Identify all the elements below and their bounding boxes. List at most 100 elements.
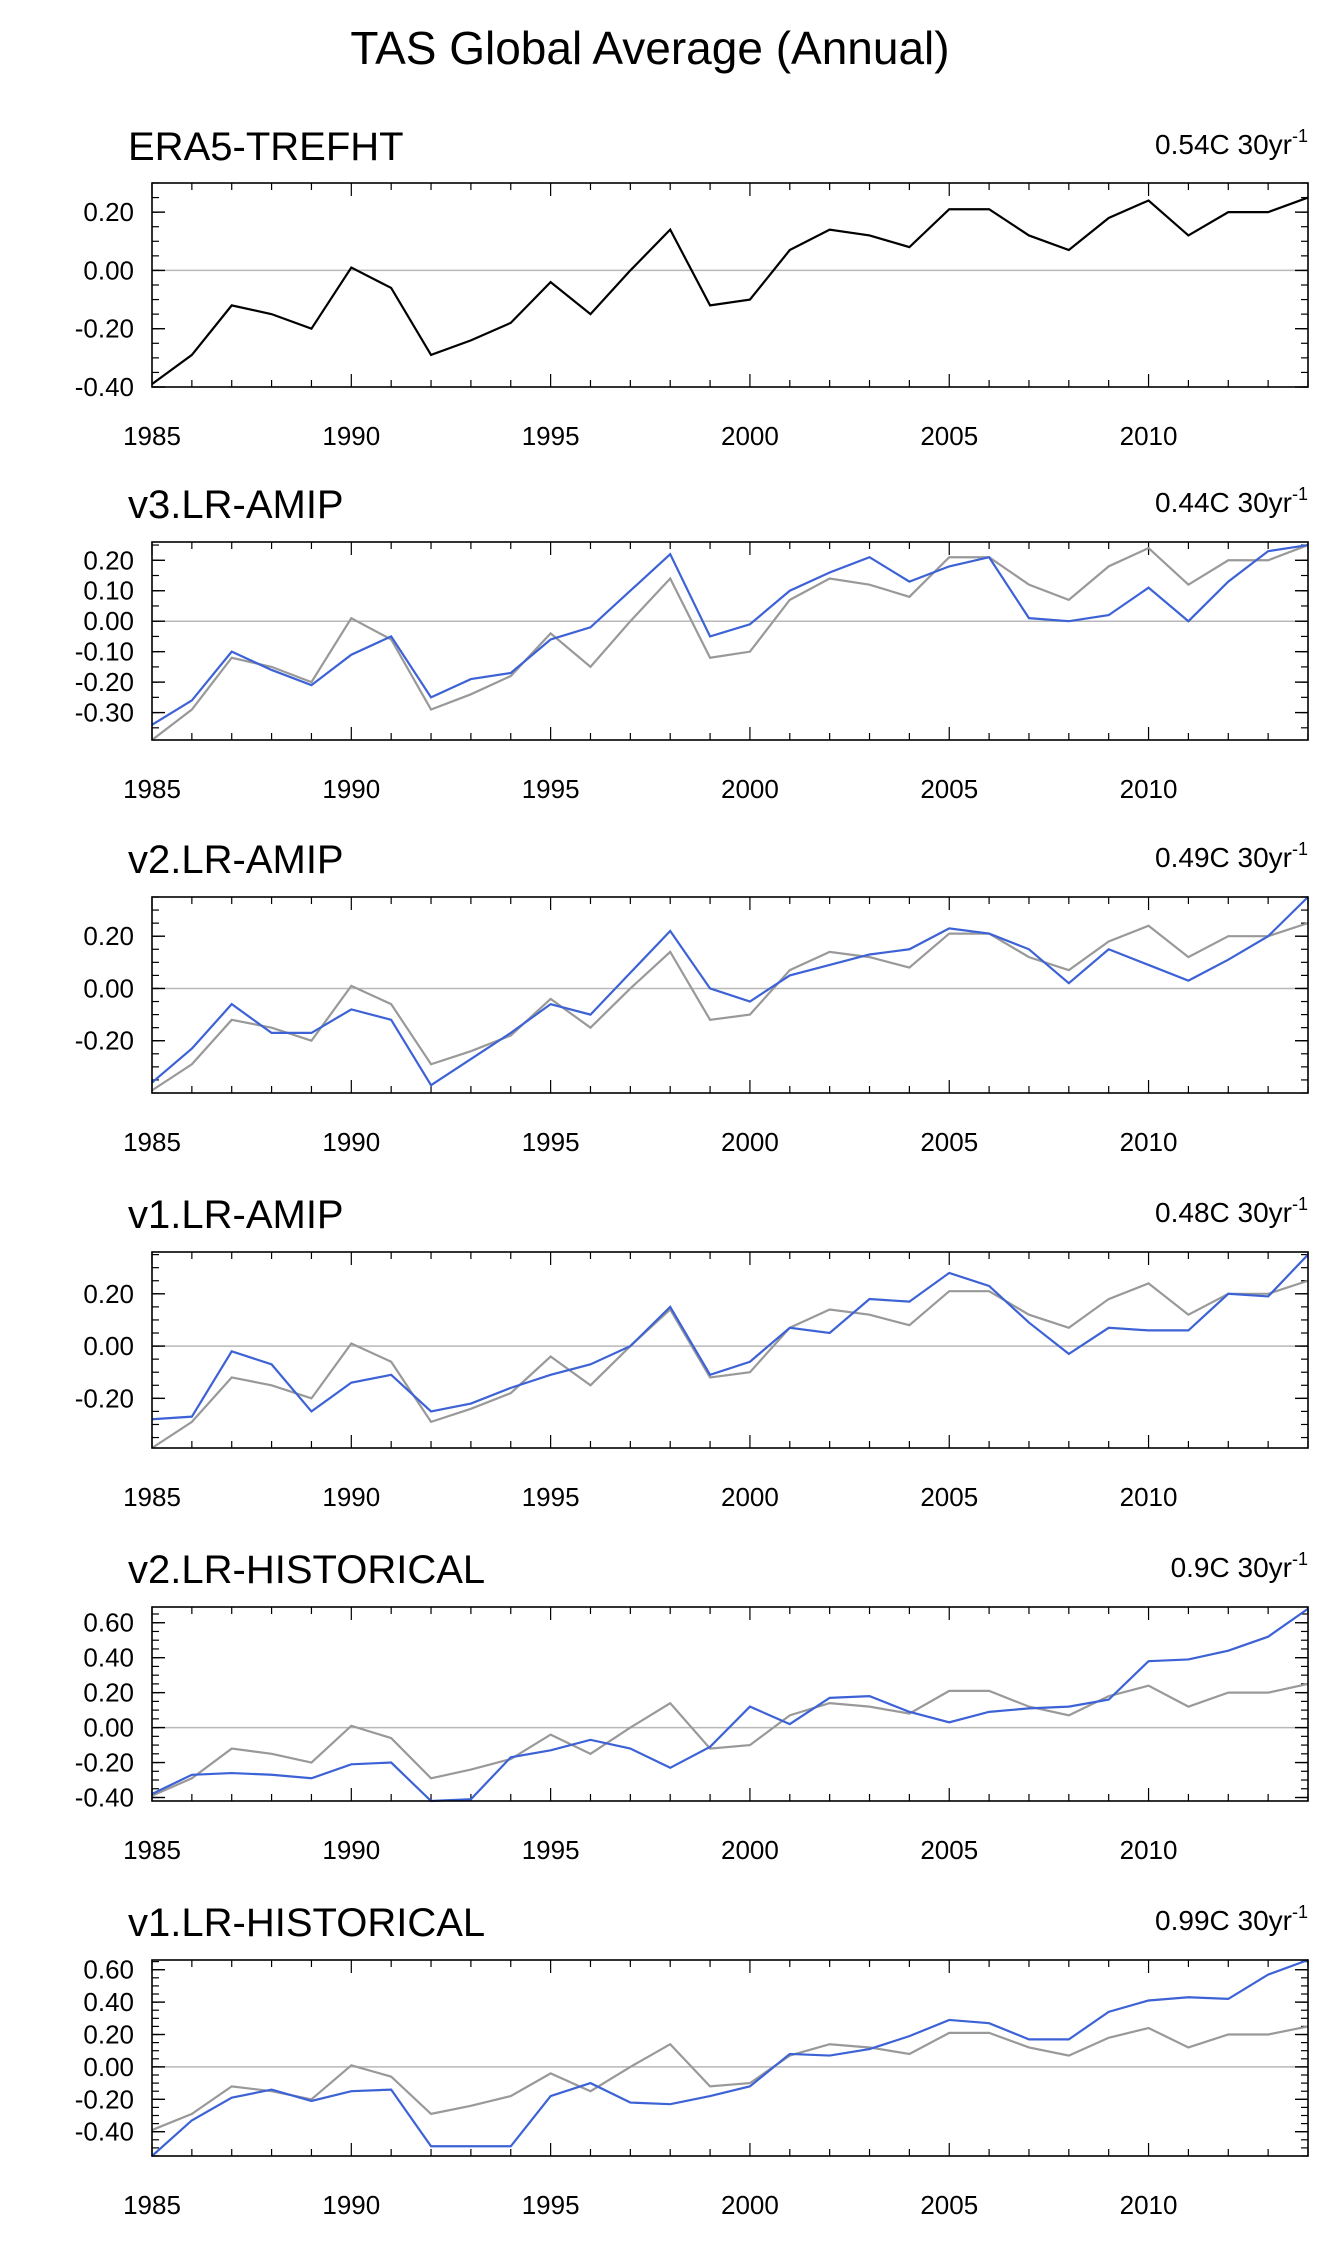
trend-label: 0.99C 30yr-1 (1155, 1902, 1308, 1936)
y-tick-label: -0.20 (75, 667, 134, 697)
x-tick-label: 1990 (322, 1127, 380, 1157)
x-tick-label: 1995 (522, 1482, 580, 1512)
x-tick-label: 1995 (522, 2190, 580, 2220)
model-series-line (151, 1253, 1309, 1421)
chart-panel-1: ERA5-TREFHT 0.54C 30yr-1 -0.40 -0.20 0.00 0.2… (75, 125, 1309, 451)
x-tick-label: 1985 (123, 1482, 181, 1512)
trend-value: 0.49C 30yr (1155, 842, 1292, 873)
trend-label: 0.44C 30yr-1 (1155, 484, 1308, 518)
trend-label: 0.48C 30yr-1 (1155, 1194, 1308, 1228)
trend-superscript: -1 (1292, 1902, 1308, 1922)
plot-frame (151, 182, 1309, 388)
x-tick-label: 1990 (322, 1835, 380, 1865)
x-tick-label: 1995 (522, 774, 580, 804)
y-tick-label: -0.20 (75, 2084, 134, 2114)
x-tick-label: 1985 (123, 1127, 181, 1157)
x-tick-label: 2010 (1120, 1835, 1178, 1865)
x-tick-label: 2000 (721, 2190, 779, 2220)
reference-series-line (151, 2025, 1309, 2132)
x-tick-label: 2005 (920, 774, 978, 804)
trend-value: 0.99C 30yr (1155, 1905, 1292, 1936)
x-tick-label: 2000 (721, 774, 779, 804)
plot-frame (151, 1251, 1309, 1449)
y-tick-label: -0.20 (75, 1383, 134, 1413)
y-tick-label: 0.20 (83, 921, 134, 951)
plot-frame (151, 1606, 1309, 1802)
x-tick-label: 1990 (322, 2190, 380, 2220)
chart-panel-3: v2.LR-AMIP 0.49C 30yr-1 -0.20 0.00 0.20 1985 1… (75, 838, 1309, 1157)
x-tick-label: 2010 (1120, 774, 1178, 804)
y-tick-label: 0.60 (83, 1608, 134, 1638)
y-tick-label: 0.00 (83, 2052, 134, 2082)
reference-series-line (151, 196, 1309, 385)
x-tick-label: 1995 (522, 1127, 580, 1157)
x-tick-label: 2005 (920, 421, 978, 451)
y-tick-label: 0.20 (83, 197, 134, 227)
x-tick-label: 1985 (123, 1835, 181, 1865)
panel-title: v2.LR-AMIP (128, 838, 344, 882)
x-tick-label: 2000 (721, 421, 779, 451)
x-tick-label: 1995 (522, 1835, 580, 1865)
y-tick-label: 0.60 (83, 1955, 134, 1985)
x-tick-label: 1990 (322, 421, 380, 451)
x-tick-label: 2010 (1120, 2190, 1178, 2220)
trend-value: 0.54C 30yr (1155, 129, 1292, 160)
y-tick-label: 0.00 (83, 606, 134, 636)
panel-title: v3.LR-AMIP (128, 483, 344, 527)
panel-title: v1.LR-HISTORICAL (128, 1901, 485, 1945)
plot-frame (151, 896, 1309, 1094)
y-tick-label: -0.20 (75, 1748, 134, 1778)
reference-series-line (151, 1682, 1309, 1797)
chart-panel-5: v2.LR-HISTORICAL 0.9C 30yr-1 -0.40 -0.20 0.0… (75, 1548, 1309, 1865)
model-series-line (151, 1607, 1309, 1803)
model-series-line (151, 1958, 1309, 2157)
trend-superscript: -1 (1292, 839, 1308, 859)
chart-panel-2: v3.LR-AMIP 0.44C 30yr-1 -0.30-0.20-0.100.0… (75, 483, 1309, 804)
trend-label: 0.9C 30yr-1 (1171, 1549, 1308, 1583)
x-tick-label: 2000 (721, 1127, 779, 1157)
x-tick-label: 1990 (322, 774, 380, 804)
y-tick-label: 0.00 (83, 255, 134, 285)
x-tick-label: 2010 (1120, 1482, 1178, 1512)
y-tick-label: 0.20 (83, 1279, 134, 1309)
reference-series-line (151, 922, 1309, 1092)
trend-value: 0.44C 30yr (1155, 487, 1292, 518)
x-tick-label: 2005 (920, 1127, 978, 1157)
y-tick-label: -0.10 (75, 637, 134, 667)
trend-value: 0.9C 30yr (1171, 1552, 1292, 1583)
x-tick-label: 2000 (721, 1482, 779, 1512)
reference-series-line (151, 544, 1309, 741)
y-tick-label: -0.40 (75, 2117, 134, 2147)
trend-superscript: -1 (1292, 1194, 1308, 1214)
y-tick-label: -0.30 (75, 698, 134, 728)
x-tick-label: 2005 (920, 1835, 978, 1865)
y-tick-label: 0.20 (83, 545, 134, 575)
trend-superscript: -1 (1292, 1549, 1308, 1569)
figure-title: TAS Global Average (Annual) (350, 22, 949, 74)
y-tick-label: 0.20 (83, 1678, 134, 1708)
x-tick-label: 2010 (1120, 421, 1178, 451)
plot-frame (151, 1959, 1309, 2157)
chart-panel-6: v1.LR-HISTORICAL 0.99C 30yr-1-0.40-0.200.… (75, 1901, 1309, 2220)
model-series-line (151, 543, 1309, 726)
y-tick-label: 0.00 (83, 1331, 134, 1361)
y-tick-label: 0.20 (83, 2020, 134, 2050)
x-tick-label: 1995 (522, 421, 580, 451)
y-tick-label: 0.00 (83, 973, 134, 1003)
y-tick-label: 0.00 (83, 1713, 134, 1743)
y-tick-label: -0.20 (75, 1026, 134, 1056)
trend-superscript: -1 (1292, 484, 1308, 504)
x-tick-label: 1985 (123, 774, 181, 804)
trend-label: 0.49C 30yr-1 (1155, 839, 1308, 873)
x-tick-label: 2010 (1120, 1127, 1178, 1157)
y-tick-label: -0.20 (75, 314, 134, 344)
x-tick-label: 2000 (721, 1835, 779, 1865)
reference-series-line (151, 1279, 1309, 1449)
trend-label: 0.54C 30yr-1 (1155, 126, 1308, 160)
y-tick-label: 0.40 (83, 1987, 134, 2017)
trend-value: 0.48C 30yr (1155, 1197, 1292, 1228)
y-tick-label: 0.10 (83, 576, 134, 606)
panel-title: ERA5-TREFHT (128, 125, 404, 169)
